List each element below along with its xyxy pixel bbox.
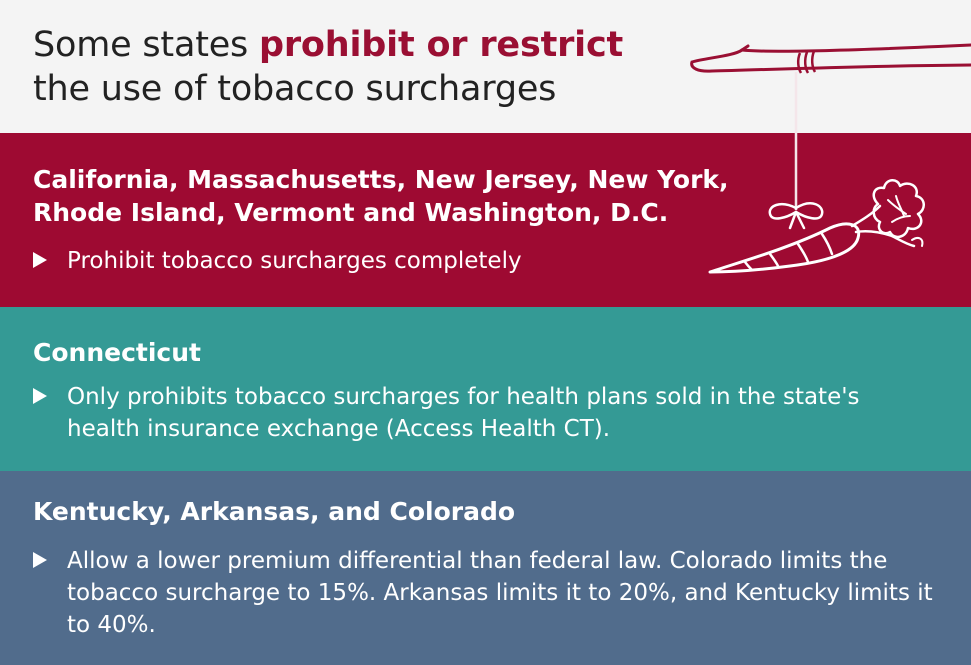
triangle-bullet-icon [33, 252, 47, 268]
bullet-text: Allow a lower premium differential than … [67, 548, 933, 638]
section-title: California, Massachusetts, New Jersey, N… [33, 165, 729, 227]
header: Some states prohibit or restrict the use … [0, 0, 971, 133]
bullet-text: Only prohibits tobacco surcharges for he… [67, 384, 860, 442]
triangle-bullet-icon [33, 388, 47, 404]
bullet-text: Prohibit tobacco surcharges completely [67, 248, 522, 274]
page-title: Some states prohibit or restrict the use … [33, 23, 623, 111]
title-highlight: prohibit or restrict [259, 25, 624, 65]
bullet-item: Only prohibits tobacco surcharges for he… [33, 381, 938, 445]
carrot-on-stick-icon [690, 43, 971, 274]
triangle-bullet-icon [33, 552, 47, 568]
bullet-item: Prohibit tobacco surcharges completely [33, 245, 938, 277]
section-title: Connecticut [33, 338, 201, 367]
title-prefix: Some states [33, 25, 260, 65]
title-suffix: the use of tobacco surcharges [33, 69, 557, 109]
bullet-item: Allow a lower premium differential than … [33, 545, 938, 641]
section-lower-differential: Kentucky, Arkansas, and Colorado Allow a… [0, 471, 971, 665]
section-connecticut: Connecticut Only prohibits tobacco surch… [0, 307, 971, 471]
section-prohibit-completely: California, Massachusetts, New Jersey, N… [0, 133, 971, 307]
section-title: Kentucky, Arkansas, and Colorado [33, 497, 516, 526]
